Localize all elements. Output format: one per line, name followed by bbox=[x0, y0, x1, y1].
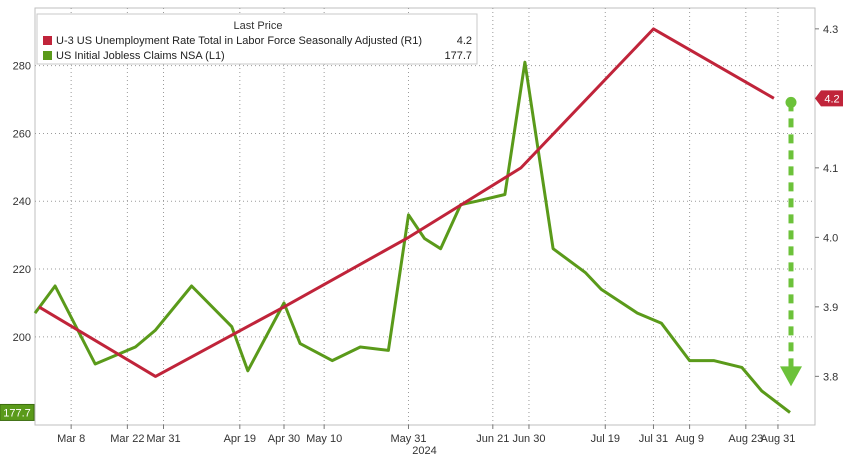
x-axis-tick-label: Mar 31 bbox=[146, 433, 180, 445]
left-axis-tick-label: 280 bbox=[13, 61, 31, 73]
annotation-arrow-head bbox=[780, 366, 802, 387]
right-axis-end-value: 4.2 bbox=[824, 93, 839, 105]
x-axis-tick-label: Apr 19 bbox=[224, 433, 256, 445]
x-axis-tick-label: Aug 31 bbox=[761, 433, 796, 445]
left-axis-tick-label: 200 bbox=[13, 332, 31, 344]
legend-swatch bbox=[43, 51, 52, 60]
left-axis-tick-label: 260 bbox=[13, 128, 31, 140]
jobless-claims-line bbox=[33, 60, 791, 414]
left-axis-end-value-box bbox=[0, 403, 35, 421]
x-axis-tick-label: Mar 22 bbox=[110, 433, 144, 445]
legend-swatch bbox=[43, 36, 52, 45]
legend-box bbox=[36, 13, 478, 65]
left-axis-tick-label: 240 bbox=[13, 196, 31, 208]
right-axis-tick-label: 3.9 bbox=[823, 302, 838, 314]
x-axis-tick-label: May 31 bbox=[390, 433, 426, 445]
x-axis-tick-label: Mar 8 bbox=[57, 433, 85, 445]
x-axis-tick-label: Jun 30 bbox=[512, 433, 545, 445]
x-axis-tick-label: Aug 23 bbox=[728, 433, 763, 445]
right-axis-tick-label: 4.1 bbox=[823, 163, 838, 175]
legend-header: Last Price bbox=[234, 20, 283, 32]
right-axis-tick-label: 4.0 bbox=[823, 232, 838, 244]
left-axis-end-value: 177.7 bbox=[3, 407, 31, 419]
x-axis-tick-label: Aug 9 bbox=[675, 433, 704, 445]
x-axis-tick-label: May 10 bbox=[306, 433, 342, 445]
right-axis-tick-label: 4.3 bbox=[823, 24, 838, 36]
legend-entry-label: U-3 US Unemployment Rate Total in Labor … bbox=[56, 35, 422, 47]
legend-entry-value: 177.7 bbox=[444, 50, 472, 62]
x-axis-tick-label: Jul 31 bbox=[639, 433, 668, 445]
x-axis-tick-label: Apr 30 bbox=[268, 433, 300, 445]
x-axis-tick-label: Jun 21 bbox=[476, 433, 509, 445]
legend-entry-label: US Initial Jobless Claims NSA (L1) bbox=[56, 50, 225, 62]
legend-entry-value: 4.2 bbox=[457, 35, 472, 47]
left-axis-tick-label: 220 bbox=[13, 264, 31, 276]
plot-area bbox=[34, 7, 816, 426]
right-axis-tick-label: 3.8 bbox=[823, 371, 838, 383]
x-axis-tick-label: Jul 19 bbox=[591, 433, 620, 445]
x-axis-year-label: 2024 bbox=[412, 445, 436, 456]
right-axis-end-value-box bbox=[815, 90, 843, 107]
unemployment-rate-line bbox=[38, 27, 775, 378]
